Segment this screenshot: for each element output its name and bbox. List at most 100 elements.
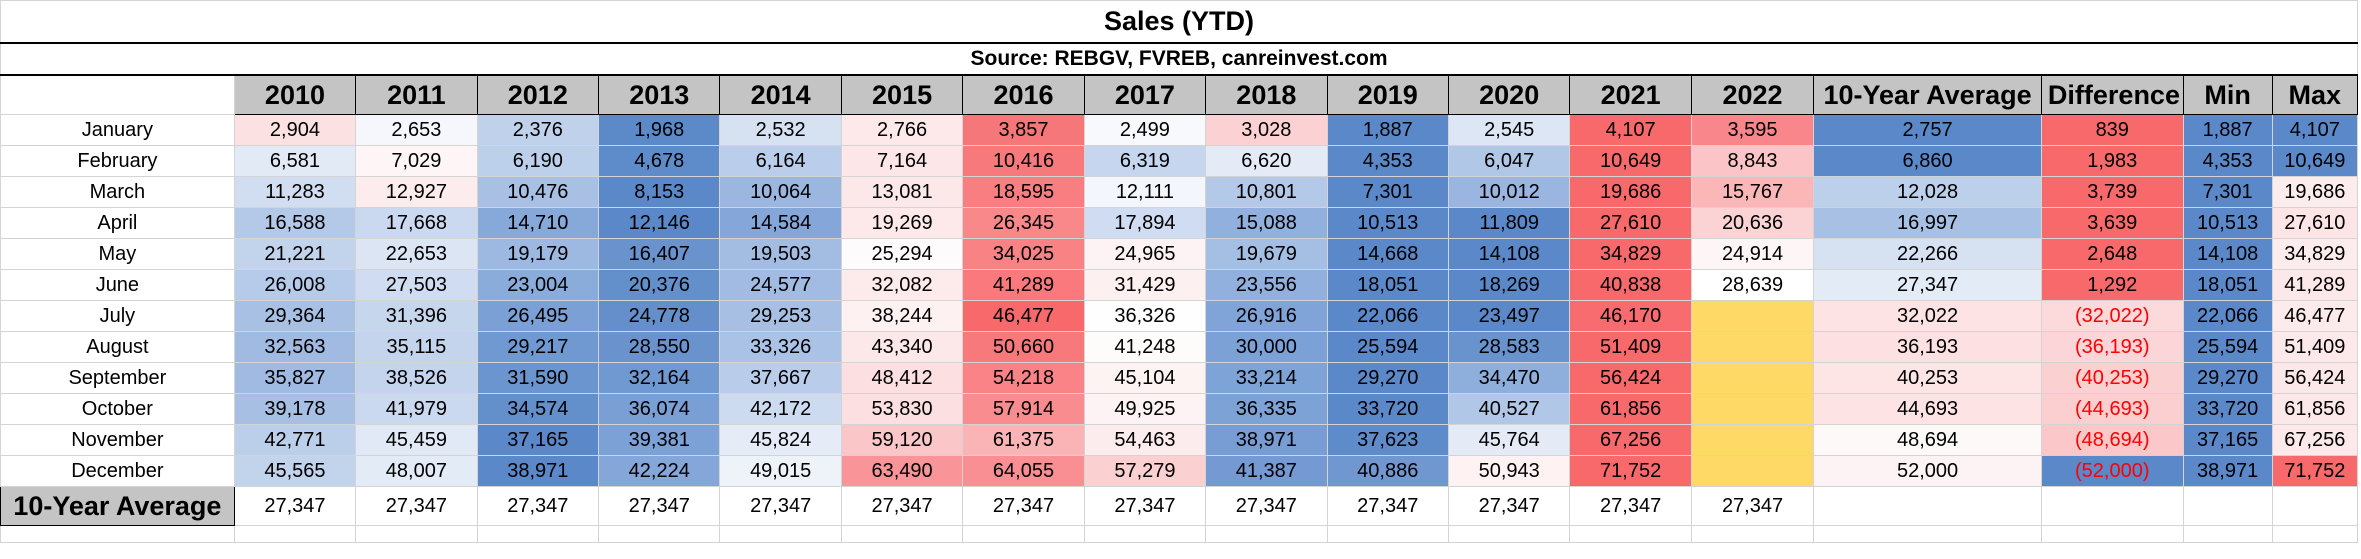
data-cell[interactable]: 15,088 [1205, 207, 1328, 239]
data-cell[interactable]: 45,764 [1447, 424, 1571, 456]
empty-cell[interactable] [2271, 525, 2359, 543]
header-corner-cell[interactable] [0, 74, 235, 115]
data-cell[interactable] [1690, 424, 1815, 456]
data-cell[interactable]: 12,927 [355, 176, 478, 208]
data-cell[interactable]: 28,639 [1690, 269, 1815, 301]
data-cell[interactable]: 14,668 [1326, 238, 1449, 270]
data-cell[interactable]: 18,051 [1326, 269, 1449, 301]
data-cell[interactable]: 36,326 [1083, 300, 1207, 332]
data-cell[interactable]: 16,588 [233, 207, 357, 239]
source-note[interactable]: Source: REBGV, FVREB, canreinvest.com [0, 42, 2358, 76]
data-cell[interactable]: 18,595 [962, 176, 1085, 208]
data-cell[interactable]: 22,066 [1326, 300, 1449, 332]
data-cell[interactable]: 56,424 [1569, 362, 1692, 394]
data-cell[interactable]: 25,294 [840, 238, 964, 270]
data-cell[interactable]: 36,193 [1813, 331, 2042, 363]
data-cell[interactable]: 32,022 [1813, 300, 2042, 332]
data-cell[interactable] [1690, 393, 1815, 425]
data-cell[interactable]: 10,513 [1326, 207, 1449, 239]
data-cell[interactable]: 45,459 [355, 424, 478, 456]
average-cell[interactable] [2271, 486, 2359, 526]
data-cell[interactable]: 2,532 [719, 114, 842, 146]
data-cell[interactable]: 53,830 [840, 393, 964, 425]
data-cell[interactable]: 2,499 [1083, 114, 1207, 146]
data-cell[interactable]: 38,244 [840, 300, 964, 332]
data-cell[interactable]: 35,827 [233, 362, 357, 394]
empty-cell[interactable] [598, 525, 721, 543]
data-cell[interactable]: 71,752 [1569, 455, 1692, 487]
data-cell[interactable]: 51,409 [2271, 331, 2359, 363]
data-cell[interactable]: 12,028 [1813, 176, 2042, 208]
data-cell[interactable]: 37,623 [1326, 424, 1449, 456]
data-cell[interactable]: 3,739 [2040, 176, 2184, 208]
empty-cell[interactable] [1447, 525, 1571, 543]
average-cell[interactable]: 27,347 [355, 486, 478, 526]
empty-cell[interactable] [355, 525, 478, 543]
empty-cell[interactable] [2182, 525, 2273, 543]
data-cell[interactable]: 6,620 [1205, 145, 1328, 177]
data-cell[interactable]: 38,526 [355, 362, 478, 394]
column-header[interactable]: 2013 [598, 74, 721, 115]
average-cell[interactable] [2040, 486, 2184, 526]
data-cell[interactable]: 1,983 [2040, 145, 2184, 177]
data-cell[interactable]: 839 [2040, 114, 2184, 146]
data-cell[interactable]: 61,375 [962, 424, 1085, 456]
column-header[interactable]: 2020 [1447, 74, 1571, 115]
data-cell[interactable]: 38,971 [2182, 455, 2273, 487]
data-cell[interactable]: 48,694 [1813, 424, 2042, 456]
data-cell[interactable]: 34,574 [476, 393, 600, 425]
data-cell[interactable]: 28,583 [1447, 331, 1571, 363]
column-header[interactable]: 10-Year Average [1813, 74, 2042, 115]
column-header[interactable]: 2012 [476, 74, 600, 115]
data-cell[interactable]: 19,503 [719, 238, 842, 270]
data-cell[interactable]: 44,693 [1813, 393, 2042, 425]
data-cell[interactable]: 19,269 [840, 207, 964, 239]
data-cell[interactable]: 7,164 [840, 145, 964, 177]
data-cell[interactable]: 31,429 [1083, 269, 1207, 301]
data-cell[interactable]: 32,563 [233, 331, 357, 363]
data-cell[interactable]: 4,353 [2182, 145, 2273, 177]
data-cell[interactable]: 23,497 [1447, 300, 1571, 332]
data-cell[interactable]: 38,971 [1205, 424, 1328, 456]
average-cell[interactable]: 27,347 [962, 486, 1085, 526]
data-cell[interactable]: 38,971 [476, 455, 600, 487]
column-header[interactable]: 2022 [1690, 74, 1815, 115]
data-cell[interactable]: 40,253 [1813, 362, 2042, 394]
data-cell[interactable]: 39,178 [233, 393, 357, 425]
average-cell[interactable]: 27,347 [476, 486, 600, 526]
data-cell[interactable]: 32,164 [598, 362, 721, 394]
empty-cell[interactable] [719, 525, 842, 543]
data-cell[interactable]: 41,387 [1205, 455, 1328, 487]
data-cell[interactable]: 3,857 [962, 114, 1085, 146]
data-cell[interactable]: 4,107 [2271, 114, 2359, 146]
data-cell[interactable]: 37,165 [476, 424, 600, 456]
average-cell[interactable]: 27,347 [1205, 486, 1328, 526]
data-cell[interactable]: 10,012 [1447, 176, 1571, 208]
data-cell[interactable]: 17,894 [1083, 207, 1207, 239]
average-cell[interactable]: 27,347 [1083, 486, 1207, 526]
data-cell[interactable]: (48,694) [2040, 424, 2184, 456]
data-cell[interactable]: 14,584 [719, 207, 842, 239]
sheet-title[interactable]: Sales (YTD) [0, 0, 2358, 44]
month-label[interactable]: July [0, 300, 235, 332]
data-cell[interactable]: 27,610 [2271, 207, 2359, 239]
data-cell[interactable]: 3,028 [1205, 114, 1328, 146]
data-cell[interactable]: 1,887 [1326, 114, 1449, 146]
data-cell[interactable]: 6,047 [1447, 145, 1571, 177]
month-label[interactable]: March [0, 176, 235, 208]
data-cell[interactable]: 13,081 [840, 176, 964, 208]
data-cell[interactable]: 8,843 [1690, 145, 1815, 177]
data-cell[interactable]: 10,513 [2182, 207, 2273, 239]
data-cell[interactable]: 49,925 [1083, 393, 1207, 425]
data-cell[interactable]: 25,594 [2182, 331, 2273, 363]
data-cell[interactable]: 48,412 [840, 362, 964, 394]
empty-cell[interactable] [0, 525, 235, 543]
month-label[interactable]: November [0, 424, 235, 456]
data-cell[interactable]: 15,767 [1690, 176, 1815, 208]
data-cell[interactable]: 2,904 [233, 114, 357, 146]
data-cell[interactable]: 45,824 [719, 424, 842, 456]
data-cell[interactable]: 1,968 [598, 114, 721, 146]
data-cell[interactable]: 29,364 [233, 300, 357, 332]
data-cell[interactable]: 28,550 [598, 331, 721, 363]
month-label[interactable]: May [0, 238, 235, 270]
